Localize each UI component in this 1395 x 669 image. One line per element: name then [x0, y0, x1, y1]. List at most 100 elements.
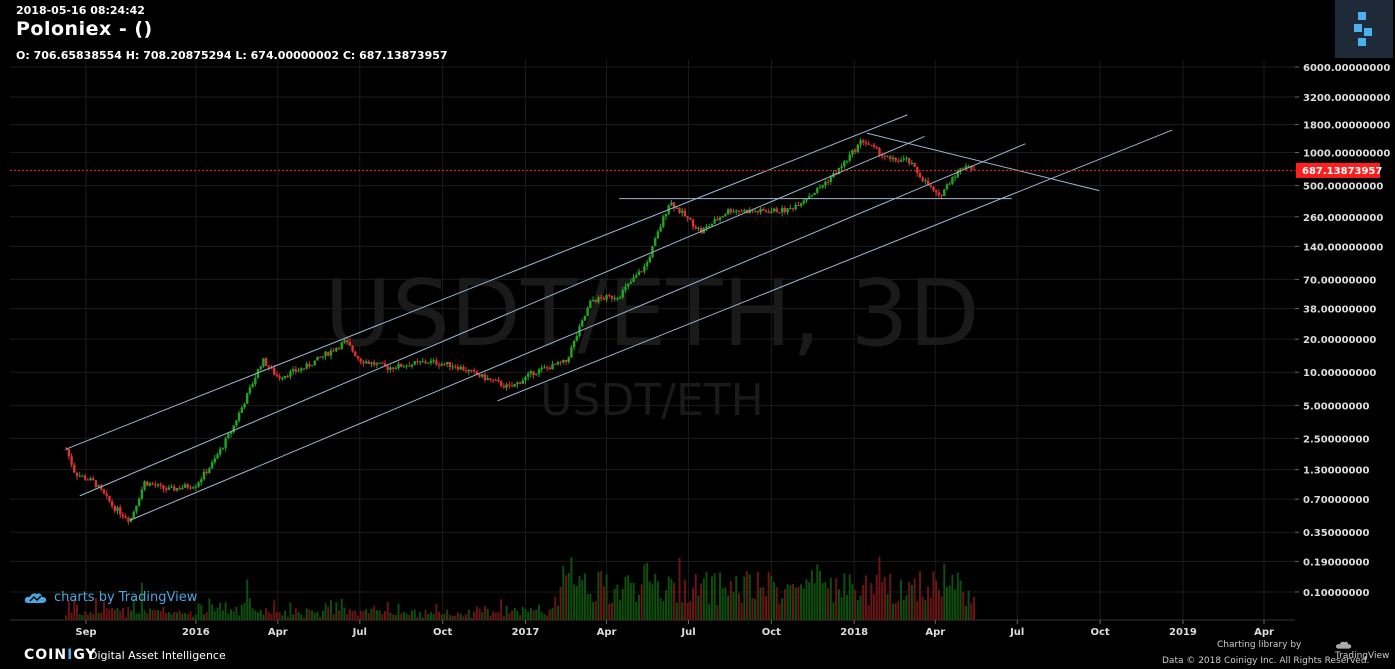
- candle-body: [705, 226, 708, 229]
- candle-body: [859, 140, 862, 145]
- candle-body: [316, 356, 319, 361]
- candle-body: [408, 365, 411, 367]
- candle-body: [713, 219, 716, 224]
- volume-bar: [378, 610, 381, 620]
- candle-body: [213, 458, 216, 463]
- candle-body: [870, 144, 873, 146]
- candle-body: [789, 208, 792, 210]
- candle-body: [783, 207, 787, 213]
- candle-body: [554, 363, 557, 365]
- candle-body: [864, 142, 868, 144]
- volume-bar: [286, 616, 289, 620]
- trend-line-1: [79, 135, 925, 497]
- y-tick-label-16: 0.19000000: [1303, 557, 1369, 568]
- volume-bar: [289, 602, 292, 620]
- volume-bar: [308, 609, 311, 620]
- volume-bar: [910, 584, 913, 620]
- candle-body: [767, 211, 770, 214]
- candle-body: [237, 413, 241, 421]
- candle-body: [716, 219, 719, 221]
- volume-bar: [794, 587, 797, 620]
- volume-bar: [689, 601, 692, 620]
- volume-bar: [189, 611, 192, 620]
- volume-bar: [313, 612, 316, 620]
- volume-bar: [232, 611, 235, 620]
- candle-body: [389, 367, 392, 370]
- volume-bar: [843, 573, 846, 620]
- volume-bar: [124, 617, 127, 620]
- candle-body: [794, 205, 797, 210]
- candle-body: [146, 481, 149, 486]
- candle-body: [651, 245, 654, 257]
- candle-body: [375, 363, 379, 365]
- candle-body: [637, 271, 641, 276]
- volume-bar: [762, 587, 765, 620]
- candle-body: [229, 432, 233, 434]
- candle-body: [618, 297, 622, 299]
- y-axis: 6000.00000000 3200.00000000 1800.00000000 1…: [1295, 63, 1390, 599]
- volume-bar: [302, 617, 305, 620]
- volume-bar: [384, 611, 387, 620]
- volume-bar: [608, 604, 611, 620]
- candle-body: [762, 208, 765, 211]
- volume-bar: [832, 602, 835, 620]
- candle-body: [791, 208, 795, 210]
- volume-bar: [478, 608, 481, 620]
- volume-bar: [381, 614, 384, 620]
- candle-body: [756, 211, 760, 213]
- candle-body: [235, 420, 238, 426]
- candle-body: [464, 370, 468, 372]
- candle-body: [643, 266, 646, 272]
- candle-body: [940, 195, 943, 197]
- volume-bar: [600, 571, 603, 620]
- candle-body: [683, 210, 687, 217]
- candle-body: [472, 370, 476, 372]
- candle-body: [959, 168, 962, 171]
- candle-body: [599, 297, 603, 299]
- candle-body: [597, 297, 600, 302]
- candle-body: [200, 479, 203, 483]
- candle-body: [659, 226, 662, 232]
- candle-body: [297, 370, 300, 372]
- y-tick-label-13: 1.30000000: [1303, 466, 1369, 477]
- candle-body: [945, 184, 949, 190]
- y-tick-label-5: 260.00000000: [1303, 213, 1383, 224]
- candle-body: [386, 366, 389, 370]
- volume-bar: [616, 584, 619, 620]
- candle-body: [951, 177, 954, 184]
- candle-body: [489, 378, 492, 380]
- volume-bar: [664, 590, 667, 620]
- volume-bar: [354, 610, 357, 620]
- volume-bar: [143, 610, 146, 620]
- volume-bar: [278, 612, 281, 620]
- tradingview-credit[interactable]: TradingView: [1335, 640, 1395, 661]
- candle-body: [281, 378, 284, 380]
- volume-bar: [721, 588, 724, 620]
- brand-part-c: GY: [73, 647, 97, 663]
- volume-bar: [497, 612, 500, 620]
- volume-bar: [419, 612, 422, 620]
- volume-bar: [240, 604, 243, 620]
- candle-body: [421, 361, 425, 363]
- volume-bar: [105, 608, 108, 620]
- candle-body: [894, 157, 897, 161]
- charting-library-credit: Charting library by: [1217, 640, 1302, 650]
- volume-bar: [211, 604, 214, 620]
- volume-bar: [932, 571, 935, 620]
- candle-body: [370, 362, 373, 364]
- volume-bar: [65, 615, 68, 620]
- candle-body: [502, 385, 506, 388]
- volume-bar: [492, 611, 495, 620]
- tradingview-badge[interactable]: charts by TradingView: [24, 590, 197, 605]
- volume-bar: [619, 600, 622, 620]
- volume-bar: [759, 587, 762, 620]
- volume-bar: [140, 582, 143, 620]
- volume-bar: [670, 579, 673, 620]
- candle-body: [556, 361, 560, 365]
- coinigy-logo[interactable]: [1335, 0, 1393, 58]
- candle-body: [324, 351, 327, 357]
- candle-body: [508, 384, 511, 386]
- volume-bar: [808, 582, 811, 620]
- volume-bar: [508, 613, 511, 620]
